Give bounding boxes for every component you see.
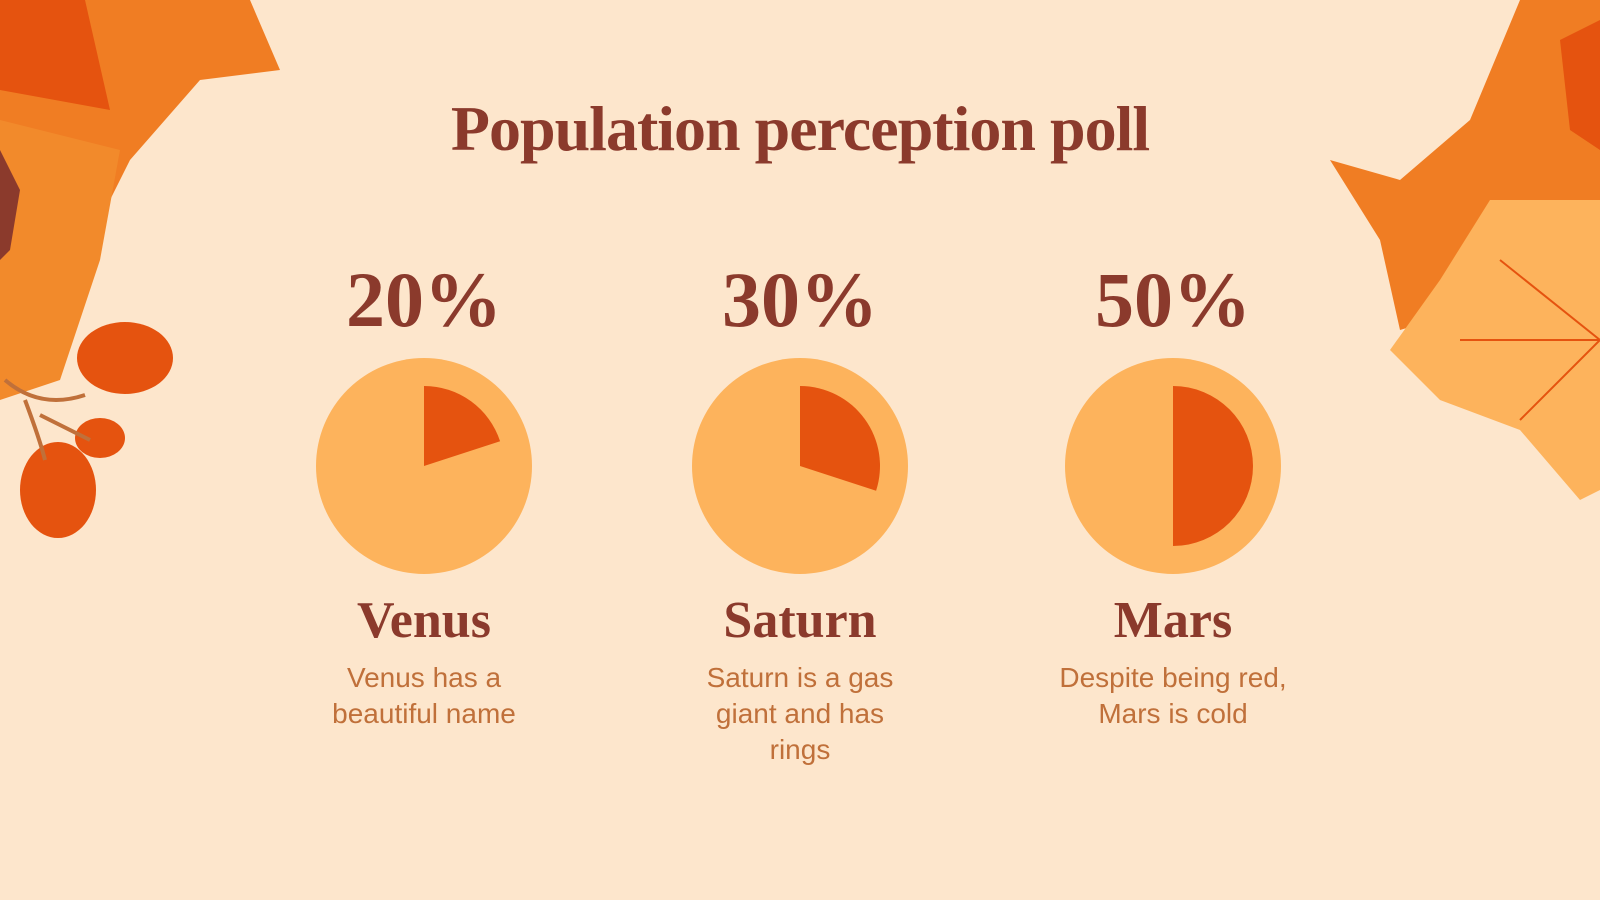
pie-title: Venus <box>357 592 491 649</box>
leaves-right <box>1330 0 1600 500</box>
leaves-left <box>0 0 280 538</box>
pie-slice <box>1173 386 1253 546</box>
pie-column: 30% Saturn Saturn is a gas giant and has r… <box>640 250 960 768</box>
pie-title: Saturn <box>723 592 877 649</box>
pie-slice <box>800 386 880 491</box>
pie-column: 50% Mars Despite being red, Mars is cold <box>1013 250 1333 732</box>
pie-description: Saturn is a gas giant and has rings <box>706 662 894 765</box>
pie-chart <box>692 358 908 574</box>
pie-chart <box>316 358 532 574</box>
pie-slice <box>424 386 501 466</box>
value-label: 30% <box>722 256 878 343</box>
pie-column: 20% Venus Venus has a beautiful name <box>264 250 584 732</box>
slide-title: Population perception poll <box>450 93 1150 164</box>
pie-description: Despite being red, Mars is cold <box>1059 662 1287 729</box>
value-label: 50% <box>1095 256 1251 343</box>
pie-description: Venus has a beautiful name <box>332 662 516 729</box>
value-label: 20% <box>346 256 502 343</box>
pie-chart <box>1065 358 1281 574</box>
pie-title: Mars <box>1113 592 1233 649</box>
